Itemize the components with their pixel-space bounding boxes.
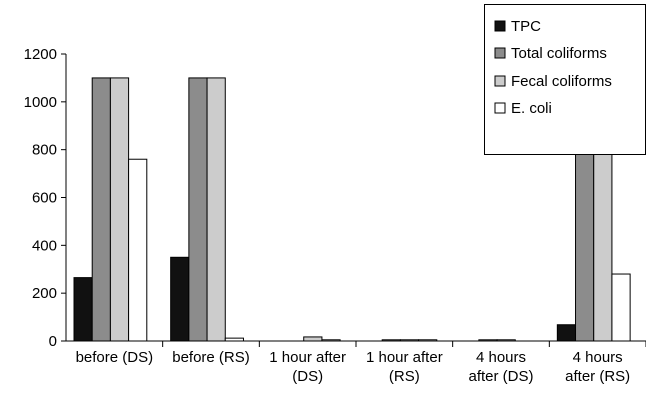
bar-tpc-0 xyxy=(73,277,93,342)
bar-tpc-5 xyxy=(556,324,577,342)
y-tick-label: 0 xyxy=(49,333,57,350)
legend-swatch-tpc xyxy=(494,20,506,32)
legend-swatch-total-coliforms xyxy=(494,47,506,59)
x-category-label: 4 hours after (DS) xyxy=(468,349,533,385)
legend-box xyxy=(484,4,646,155)
y-tick-label: 400 xyxy=(32,237,57,254)
x-category-label: 1 hour after (DS) xyxy=(269,349,346,385)
bar-fecal-coliforms-1 xyxy=(206,77,226,342)
bar-e-coli-0 xyxy=(128,158,148,342)
y-tick-label: 200 xyxy=(32,285,57,302)
x-category-label: before (RS) xyxy=(172,349,250,366)
legend: TPC Total coliforms Fecal coliforms E. coli xyxy=(484,4,646,155)
bars-group xyxy=(73,77,631,342)
y-tick-label: 600 xyxy=(32,190,57,207)
legend-label: E. coli xyxy=(511,100,552,117)
bar-total-coliforms-1 xyxy=(188,77,208,342)
axes-group: 0 200 400 600 800 1000 1200 before (DS) before (… xyxy=(24,46,646,385)
x-category-label: 4 hours after (RS) xyxy=(565,349,630,385)
legend-swatch-fecal-coliforms xyxy=(494,75,506,87)
legend-swatch-e-coli xyxy=(494,102,506,114)
legend-label: TPC xyxy=(511,18,541,35)
y-tick-label: 1200 xyxy=(24,46,57,63)
bar-tpc-1 xyxy=(170,256,190,342)
bar-fecal-coliforms-5 xyxy=(593,141,613,342)
bar-e-coli-5 xyxy=(611,273,631,342)
legend-label: Total coliforms xyxy=(511,45,607,62)
y-tick-label: 800 xyxy=(32,142,57,159)
legend-label: Fecal coliforms xyxy=(511,73,612,90)
bar-fecal-coliforms-0 xyxy=(109,77,130,342)
y-tick-label: 1000 xyxy=(24,94,57,111)
bar-total-coliforms-0 xyxy=(91,77,111,342)
bar-fecal-coliforms-2 xyxy=(303,336,323,342)
x-category-label: before (DS) xyxy=(76,349,154,366)
bar-total-coliforms-5 xyxy=(575,141,595,342)
x-category-label: 1 hour after (RS) xyxy=(366,349,443,385)
